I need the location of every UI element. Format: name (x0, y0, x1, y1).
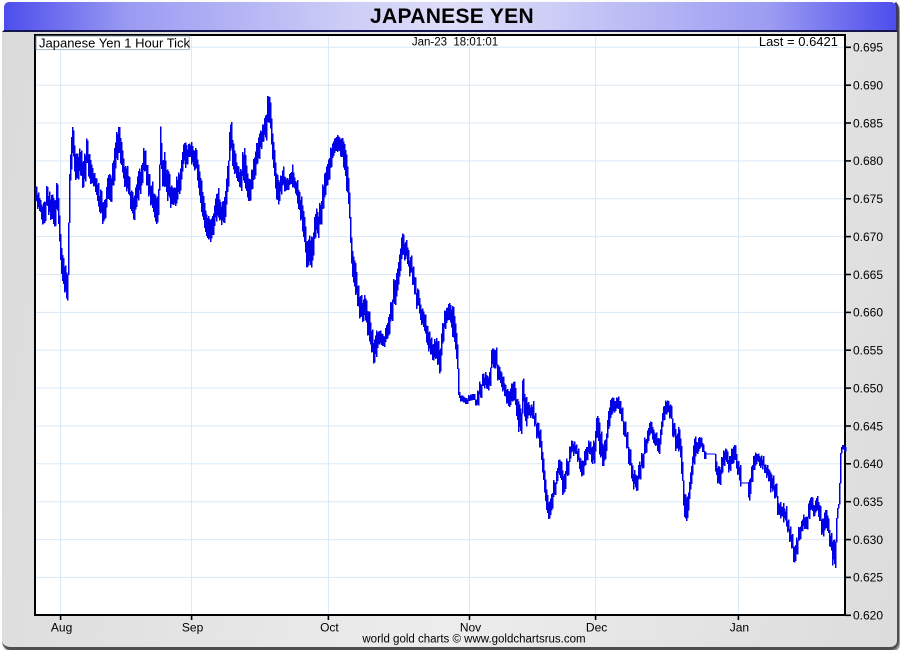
svg-text:0.630: 0.630 (853, 533, 883, 547)
svg-text:0.645: 0.645 (853, 419, 883, 433)
svg-text:0.635: 0.635 (853, 495, 883, 509)
svg-text:Japanese Yen 1 Hour Tick: Japanese Yen 1 Hour Tick (39, 36, 191, 51)
svg-text:0.670: 0.670 (853, 230, 883, 244)
svg-text:0.660: 0.660 (853, 306, 883, 320)
svg-text:Sep: Sep (182, 621, 204, 635)
svg-text:0.655: 0.655 (853, 344, 883, 358)
svg-text:0.685: 0.685 (853, 116, 883, 130)
svg-text:world gold charts © www.goldch: world gold charts © www.goldchartsrus.co… (361, 634, 585, 646)
svg-text:0.675: 0.675 (853, 192, 883, 206)
svg-text:0.690: 0.690 (853, 79, 883, 93)
svg-text:0.640: 0.640 (853, 457, 883, 471)
svg-text:Jan: Jan (730, 621, 749, 635)
svg-text:0.665: 0.665 (853, 268, 883, 282)
svg-text:0.695: 0.695 (853, 41, 883, 55)
svg-text:0.650: 0.650 (853, 381, 883, 395)
svg-text:Dec: Dec (586, 621, 607, 635)
svg-text:0.680: 0.680 (853, 154, 883, 168)
svg-text:0.625: 0.625 (853, 571, 883, 585)
svg-text:0.620: 0.620 (853, 609, 883, 623)
svg-text:Aug: Aug (51, 621, 72, 635)
svg-text:Oct: Oct (320, 621, 339, 635)
svg-text:Last = 0.6421: Last = 0.6421 (759, 34, 838, 49)
svg-text:Nov: Nov (460, 621, 481, 635)
svg-text:Jan-23 18:01:01: Jan-23 18:01:01 (412, 36, 498, 48)
